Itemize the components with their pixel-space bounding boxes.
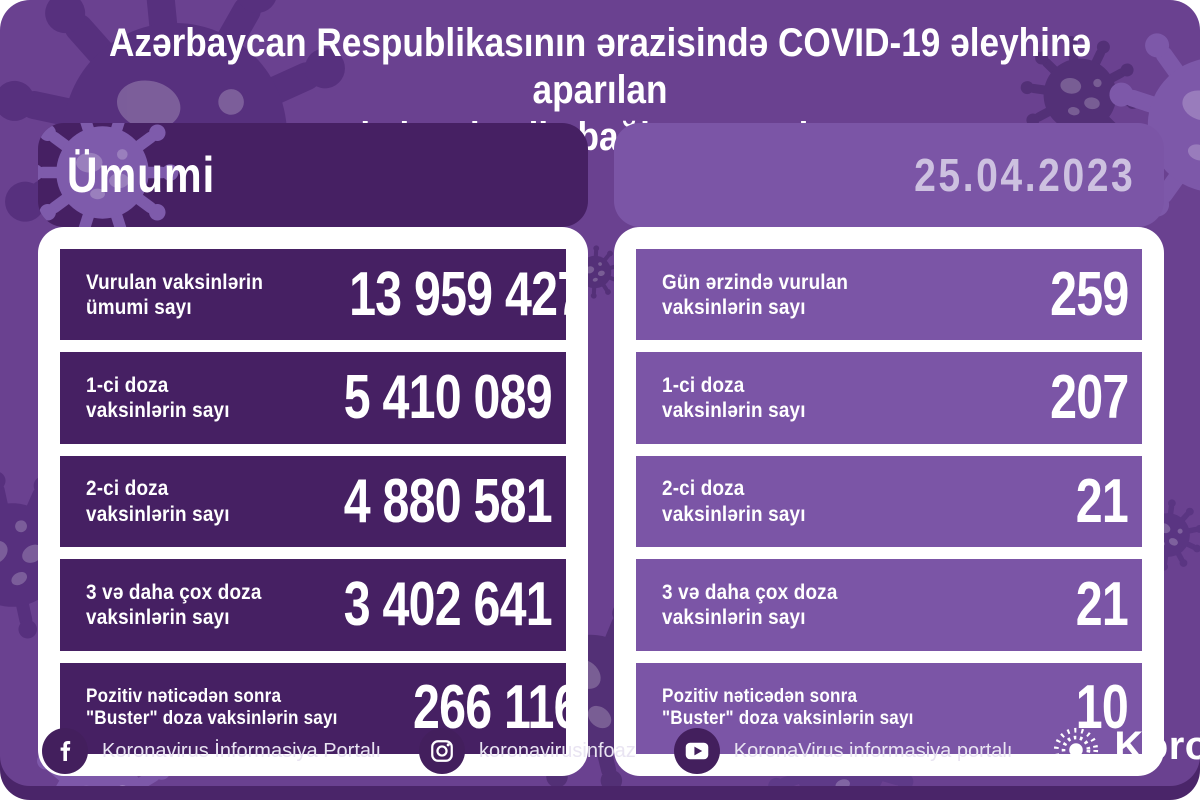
stat-label-line: vaksinlərin sayı	[662, 399, 806, 423]
daily-panel: 25.04.2023 Gün ərzində vurulan vaksinlər…	[614, 123, 1164, 776]
daily-body: Gün ərzində vurulan vaksinlərin sayı 259…	[614, 227, 1164, 776]
stat-value: 21	[1075, 466, 1129, 536]
youtube-icon	[673, 728, 720, 774]
stat-row: 2-ci doza vaksinlərin sayı 21	[636, 455, 1142, 548]
stat-label: 1-ci doza vaksinlərin sayı	[86, 373, 230, 423]
stat-label-line: Pozitiv nəticədən sonra	[662, 685, 858, 707]
stat-label: 3 və daha çox doza vaksinlərin sayı	[662, 580, 838, 630]
stat-columns: Ümumi Vurulan vaksinlərin ümumi sayı 13 …	[38, 123, 1164, 776]
totals-panel: Ümumi Vurulan vaksinlərin ümumi sayı 13 …	[38, 123, 588, 776]
stat-row: 3 və daha çox doza vaksinlərin sayı 21	[636, 559, 1142, 651]
instagram-label: koronavirusinfoaz	[479, 739, 636, 762]
totals-body: Vurulan vaksinlərin ümumi sayı 13 959 42…	[38, 227, 588, 776]
stat-row: Gün ərzində vurulan vaksinlərin sayı 259	[636, 249, 1142, 341]
stat-label-line: vaksinlərin sayı	[662, 295, 806, 319]
stat-label-line: 2-ci doza	[86, 477, 169, 501]
brand-name: KoronaVirus	[1114, 723, 1200, 768]
stat-label-line: vaksinlərin sayı	[86, 399, 230, 423]
stat-label: 2-ci doza vaksinlərin sayı	[662, 476, 806, 526]
stat-label-line: vaksinlərin sayı	[86, 502, 230, 526]
totals-header-label: Ümumi	[66, 147, 216, 203]
stat-value: 207	[1049, 363, 1129, 433]
totals-header: Ümumi	[38, 123, 588, 227]
youtube-link[interactable]: KoronaVirus informasiya portalı	[673, 728, 1013, 774]
stat-label-line: Vurulan vaksinlərin	[86, 270, 264, 294]
stat-label-line: Gün ərzində vurulan	[662, 270, 849, 294]
stat-label-line: 1-ci doza	[86, 373, 169, 397]
stat-value: 259	[1049, 259, 1129, 329]
stat-row: 2-ci doza vaksinlərin sayı 4 880 581	[60, 455, 566, 548]
stat-row: 1-ci doza vaksinlərin sayı 5 410 089	[60, 352, 566, 444]
instagram-link[interactable]: koronavirusinfoaz	[419, 728, 636, 774]
stat-label: 3 və daha çox doza vaksinlərin sayı	[86, 580, 262, 630]
virus-logo-icon	[1050, 724, 1102, 781]
instagram-icon	[419, 728, 466, 774]
title-line-1: Azərbaycan Respublikasının ərazisində CO…	[108, 21, 1092, 113]
stat-label-line: 1-ci doza	[662, 373, 745, 397]
report-date: 25.04.2023	[913, 149, 1136, 201]
stat-label-line: 3 və daha çox doza	[86, 580, 262, 604]
stat-value: 13 959 427	[348, 259, 584, 329]
stat-label: 2-ci doza vaksinlərin sayı	[86, 476, 230, 526]
stat-row: Vurulan vaksinlərin ümumi sayı 13 959 42…	[60, 249, 584, 341]
stat-label-line: vaksinlərin sayı	[86, 605, 230, 629]
stat-value: 4 880 581	[343, 466, 553, 536]
stat-label-line: vaksinlərin sayı	[662, 605, 806, 629]
stat-label-line: Pozitiv nəticədən sonra	[86, 685, 282, 707]
stat-value: 21	[1075, 569, 1129, 639]
facebook-icon	[42, 728, 88, 774]
brand-logo: KoronaVirus info	[1050, 722, 1200, 781]
stat-label: Gün ərzində vurulan vaksinlərin sayı	[662, 270, 848, 320]
stat-label: Vurulan vaksinlərin ümumi sayı	[86, 270, 263, 320]
stat-row: 3 və daha çox doza vaksinlərin sayı 3 40…	[60, 559, 566, 651]
date-header: 25.04.2023	[614, 123, 1164, 227]
youtube-label: KoronaVirus informasiya portalı	[733, 739, 1013, 762]
stat-row: 1-ci doza vaksinlərin sayı 207	[636, 352, 1142, 444]
stat-label-line: 3 və daha çox doza	[662, 580, 838, 604]
stat-value: 10	[1075, 673, 1129, 743]
stat-label-line: 2-ci doza	[662, 477, 745, 501]
footer: Koronavirus İnformasiya Portalı koronavi…	[42, 724, 1200, 778]
facebook-label: Koronavirus İnformasiya Portalı	[102, 739, 382, 762]
stat-value: 5 410 089	[343, 363, 553, 433]
stat-label-line: ümumi sayı	[86, 295, 192, 319]
facebook-link[interactable]: Koronavirus İnformasiya Portalı	[42, 728, 381, 774]
stat-label-line: vaksinlərin sayı	[662, 502, 806, 526]
stat-value: 3 402 641	[343, 569, 553, 639]
stat-label: 1-ci doza vaksinlərin sayı	[662, 373, 806, 423]
